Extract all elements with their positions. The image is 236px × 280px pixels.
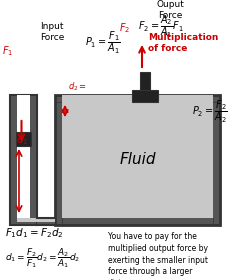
- Text: $d_2=$: $d_2=$: [68, 81, 87, 93]
- Bar: [16, 132, 31, 146]
- Bar: [213, 95, 220, 225]
- Bar: [37, 218, 55, 225]
- Bar: [62, 95, 213, 218]
- Bar: [10, 95, 37, 225]
- Text: $F_1 d_1 = F_2 d_2$: $F_1 d_1 = F_2 d_2$: [5, 226, 63, 240]
- Text: $P_1 = \dfrac{F_1}{A_1}$: $P_1 = \dfrac{F_1}{A_1}$: [85, 30, 121, 56]
- Text: You have to pay for the
multiplied output force by
exerting the smaller input
fo: You have to pay for the multiplied outpu…: [108, 232, 208, 280]
- Text: Ouput
Force: Ouput Force: [156, 0, 184, 20]
- Text: $F_2 = \dfrac{A_2}{A_1} F_1$: $F_2 = \dfrac{A_2}{A_1} F_1$: [138, 14, 184, 40]
- Bar: [55, 95, 62, 225]
- Bar: [158, 95, 220, 102]
- Bar: [55, 218, 220, 225]
- Bar: [55, 95, 132, 102]
- Text: Fluid: Fluid: [119, 153, 156, 167]
- Bar: [140, 72, 150, 90]
- Text: $P_2 = \dfrac{F_2}{A_2}$: $P_2 = \dfrac{F_2}{A_2}$: [192, 99, 228, 125]
- Bar: [55, 95, 220, 225]
- Text: Multiplication
of force: Multiplication of force: [148, 33, 218, 53]
- Bar: [17, 218, 55, 222]
- Text: $F_1$: $F_1$: [2, 44, 14, 58]
- Text: $F_2$: $F_2$: [119, 21, 131, 35]
- Text: $d_1$: $d_1$: [16, 133, 28, 147]
- Text: Input
Force: Input Force: [40, 22, 64, 42]
- Bar: [132, 90, 158, 102]
- Text: $d_1 = \dfrac{F_2}{F_1} d_2 = \dfrac{A_2}{A_1} d_2$: $d_1 = \dfrac{F_2}{F_1} d_2 = \dfrac{A_2…: [5, 246, 80, 270]
- Bar: [17, 95, 30, 218]
